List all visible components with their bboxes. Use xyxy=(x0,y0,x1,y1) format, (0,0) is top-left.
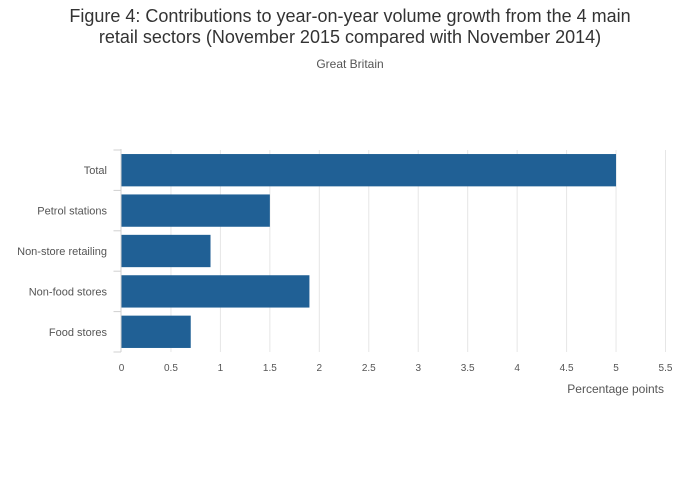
category-label: Food stores xyxy=(49,327,108,339)
x-tick-label: 2.5 xyxy=(362,363,376,374)
x-tick-label: 3.5 xyxy=(461,363,475,374)
category-labels: Total Petrol stations Non-store retailing N… xyxy=(17,165,107,339)
x-axis-title: Percentage points xyxy=(567,382,664,396)
x-tick-label: 1 xyxy=(218,363,224,374)
x-tick-label: 5.5 xyxy=(659,363,673,374)
bar xyxy=(121,315,191,348)
x-tick-label: 4.5 xyxy=(560,363,574,374)
bars xyxy=(121,154,617,348)
chart-title: Figure 4: Contributions to year-on-year … xyxy=(0,6,700,48)
x-tick-labels: 0 0.5 1 1.5 2 2.5 3 3.5 4 4.5 5 5.5 xyxy=(119,363,673,374)
x-tick-label: 5 xyxy=(613,363,619,374)
x-tick-label: 0.5 xyxy=(164,363,178,374)
bar xyxy=(121,275,310,308)
category-label: Total xyxy=(84,165,107,177)
x-tick-label: 2 xyxy=(317,363,323,374)
bar xyxy=(121,154,617,187)
bar xyxy=(121,234,211,268)
chart-title-line-1: Figure 4: Contributions to year-on-year … xyxy=(69,6,631,26)
bar xyxy=(121,194,270,227)
x-tick-label: 4 xyxy=(514,363,520,374)
x-tick-label: 3 xyxy=(415,363,421,374)
category-label: Non-food stores xyxy=(29,286,108,298)
x-tick-label: 1.5 xyxy=(263,363,277,374)
chart-subtitle: Great Britain xyxy=(316,57,384,71)
x-tick-label: 0 xyxy=(119,363,125,374)
category-label: Non-store retailing xyxy=(17,246,107,258)
chart-title-line-2: retail sectors (November 2015 compared w… xyxy=(98,27,602,47)
category-label: Petrol stations xyxy=(37,206,107,218)
category-axis xyxy=(113,149,122,353)
